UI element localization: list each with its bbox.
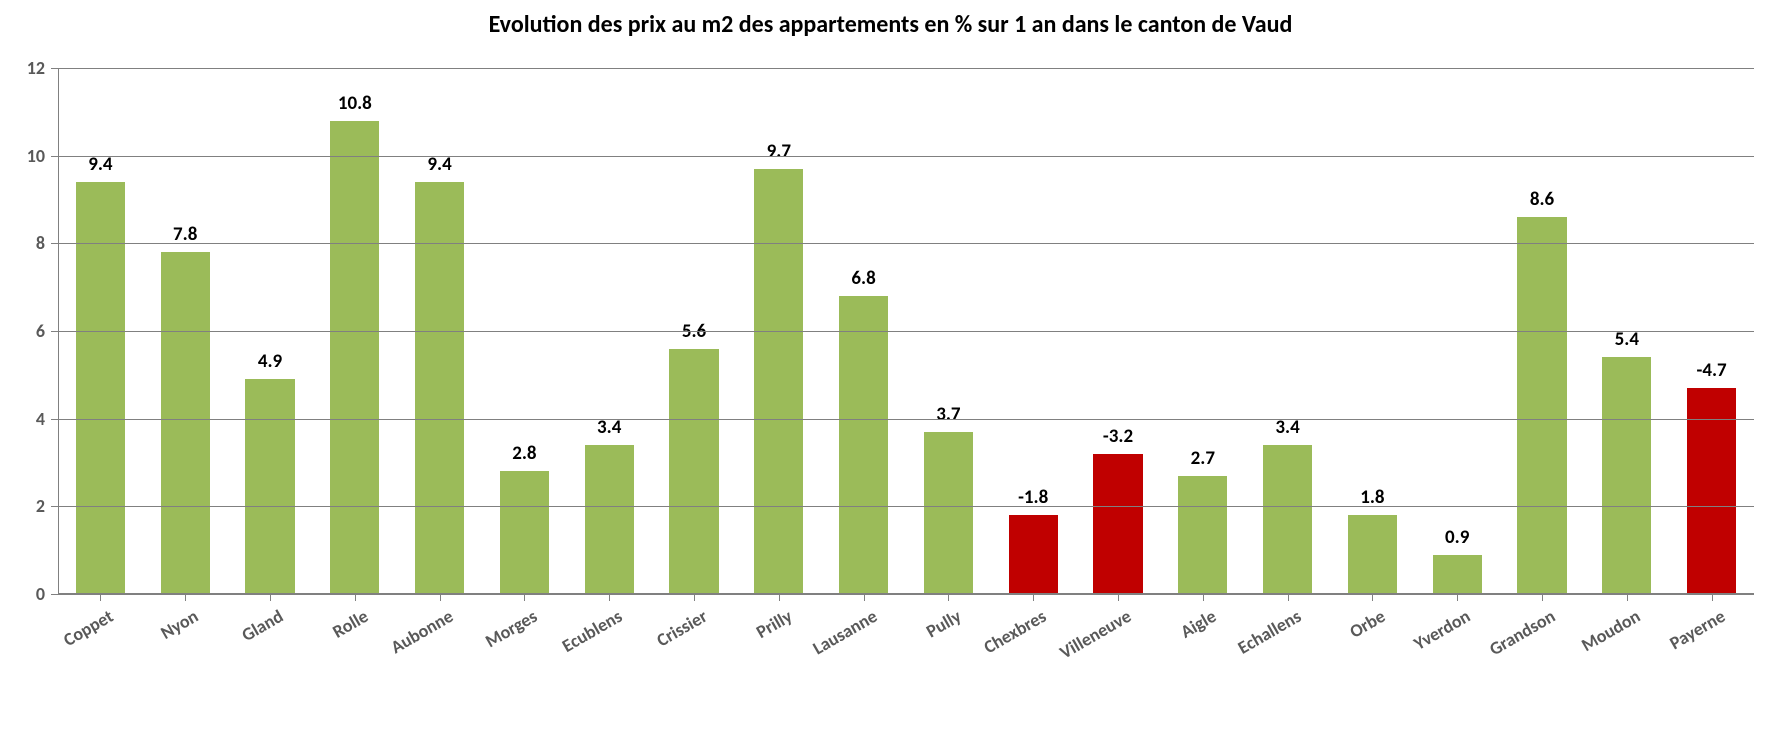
gridline — [58, 419, 1754, 420]
x-tick-mark — [1288, 594, 1289, 601]
bar — [1009, 515, 1058, 594]
x-tick-mark — [779, 594, 780, 601]
y-tick-mark — [51, 594, 58, 595]
bar-value-label: 9.7 — [767, 140, 791, 163]
x-tick-mark — [440, 594, 441, 601]
bar-value-label: 3.7 — [936, 403, 960, 426]
gridline — [58, 506, 1754, 507]
y-tick-label: 4 — [5, 408, 45, 430]
bar — [839, 296, 888, 594]
y-tick-label: 2 — [5, 495, 45, 517]
gridline — [58, 156, 1754, 157]
y-tick-mark — [51, 68, 58, 69]
bar-value-label: -3.2 — [1103, 425, 1133, 448]
bar — [1433, 555, 1482, 594]
bar-value-label: 10.8 — [338, 92, 372, 115]
bar — [500, 471, 549, 594]
x-tick-mark — [355, 594, 356, 601]
y-tick-mark — [51, 243, 58, 244]
y-tick-mark — [51, 419, 58, 420]
x-tick-mark — [524, 594, 525, 601]
x-tick-mark — [1203, 594, 1204, 601]
bar — [1263, 445, 1312, 594]
bar-value-label: 6.8 — [851, 267, 875, 290]
x-tick-mark — [185, 594, 186, 601]
x-tick-mark — [1033, 594, 1034, 601]
gridline — [58, 68, 1754, 69]
x-tick-mark — [100, 594, 101, 601]
x-axis — [58, 593, 1754, 594]
x-tick-mark — [1118, 594, 1119, 601]
x-tick-mark — [1372, 594, 1373, 601]
bar — [1178, 476, 1227, 594]
x-tick-mark — [948, 594, 949, 601]
y-tick-label: 8 — [5, 232, 45, 254]
bar — [1348, 515, 1397, 594]
x-tick-mark — [694, 594, 695, 601]
x-tick-mark — [1627, 594, 1628, 601]
bar — [161, 252, 210, 594]
x-tick-mark — [609, 594, 610, 601]
gridline — [58, 243, 1754, 244]
bar-value-label: 0.9 — [1445, 526, 1469, 549]
x-tick-mark — [270, 594, 271, 601]
plot-area: 9.47.84.910.89.42.83.45.69.76.83.7-1.8-3… — [58, 68, 1754, 594]
bar-value-label: 4.9 — [258, 350, 282, 373]
y-tick-label: 6 — [5, 320, 45, 342]
bar — [245, 379, 294, 594]
y-tick-label: 10 — [5, 145, 45, 167]
x-tick-mark — [864, 594, 865, 601]
x-tick-mark — [1457, 594, 1458, 601]
y-tick-mark — [51, 331, 58, 332]
gridline — [58, 594, 1754, 595]
bar — [1602, 357, 1651, 594]
bar-chart: Evolution des prix au m2 des appartement… — [0, 0, 1781, 729]
bar — [669, 349, 718, 594]
bar-value-label: 2.7 — [1191, 447, 1215, 470]
y-tick-label: 0 — [5, 583, 45, 605]
y-tick-mark — [51, 506, 58, 507]
bar-value-label: 8.6 — [1530, 188, 1554, 211]
x-tick-mark — [1542, 594, 1543, 601]
bar — [924, 432, 973, 594]
bar — [585, 445, 634, 594]
bar — [330, 121, 379, 594]
x-tick-mark — [1712, 594, 1713, 601]
y-axis — [58, 68, 59, 594]
bar — [1517, 217, 1566, 594]
bar — [1093, 454, 1142, 594]
bar — [754, 169, 803, 594]
chart-title: Evolution des prix au m2 des appartement… — [0, 10, 1781, 39]
gridline — [58, 331, 1754, 332]
bar-value-label: -4.7 — [1697, 359, 1727, 382]
y-tick-mark — [51, 156, 58, 157]
bar-value-label: 2.8 — [512, 442, 536, 465]
y-tick-label: 12 — [5, 57, 45, 79]
